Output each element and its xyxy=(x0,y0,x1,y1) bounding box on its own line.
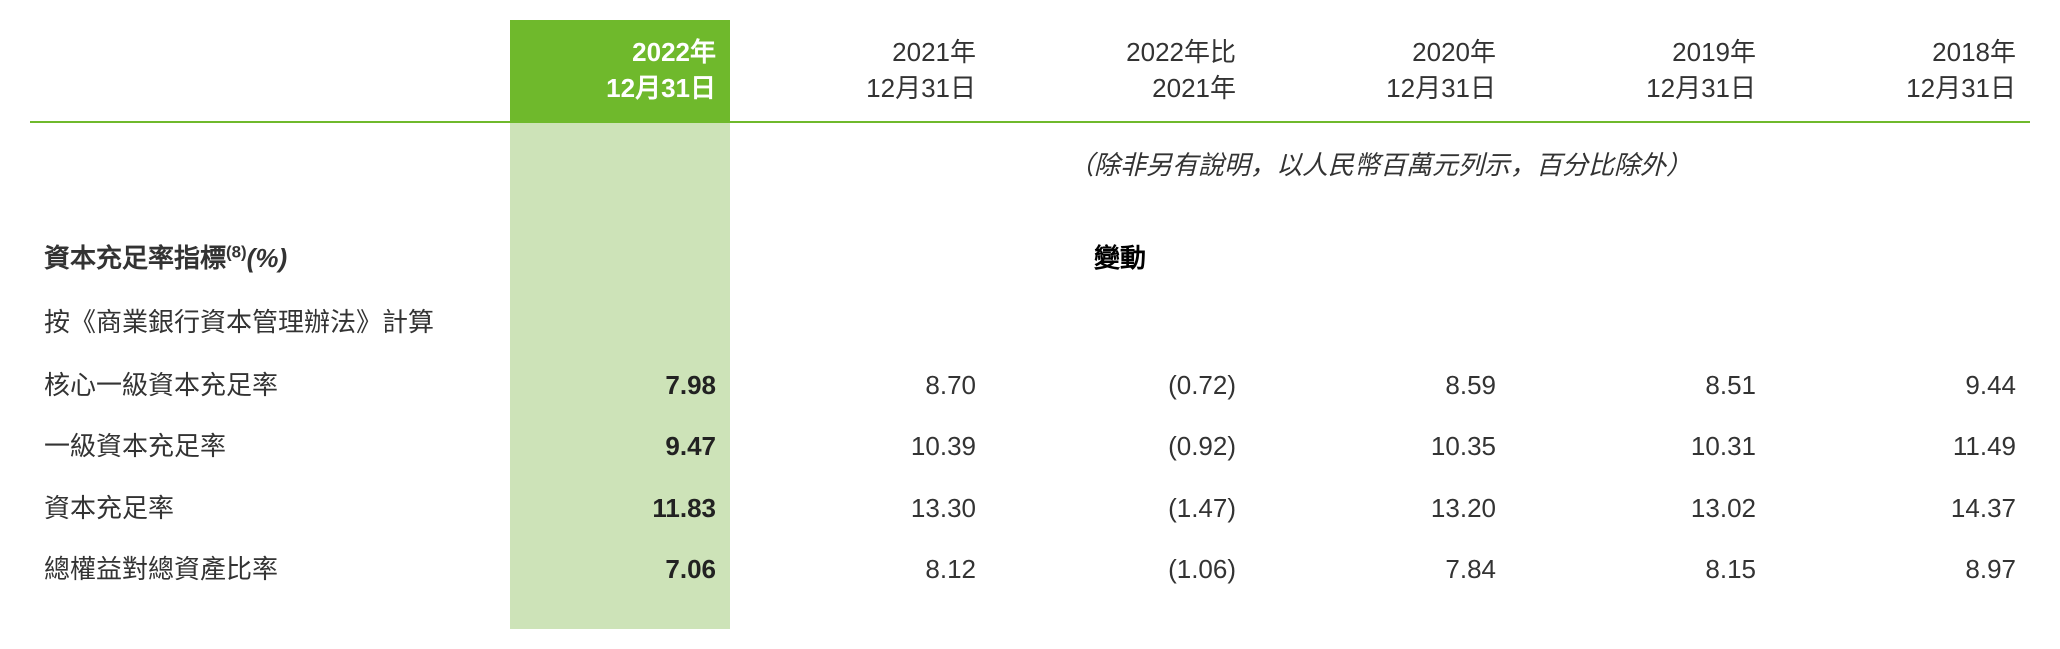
col-header-2021: 2021年 12月31日 xyxy=(730,20,990,121)
cell-2018: 9.44 xyxy=(1770,355,2030,416)
table-row: 資本充足率 11.83 13.30 (1.47) 13.20 13.02 14.… xyxy=(30,478,2030,539)
cell-2018: 8.97 xyxy=(1770,539,2030,600)
section-title-main: 資本充足率指標 xyxy=(44,243,226,273)
cell-2022: 11.83 xyxy=(510,478,730,539)
cell-2019: 13.02 xyxy=(1510,478,1770,539)
section-title-unit: (%) xyxy=(247,243,287,273)
row-label: 一級資本充足率 xyxy=(30,416,510,477)
cell-change: (1.06) xyxy=(990,539,1250,600)
col-header-line2: 12月31日 xyxy=(1386,73,1496,103)
header-row: 2022年 12月31日 2021年 12月31日 2022年比 2021年 2… xyxy=(30,20,2030,121)
unit-note: （除非另有說明，以人民幣百萬元列示，百分比除外） xyxy=(730,122,2030,200)
unit-note-row: （除非另有說明，以人民幣百萬元列示，百分比除外） xyxy=(30,122,2030,200)
table-row: 總權益對總資產比率 7.06 8.12 (1.06) 7.84 8.15 8.9… xyxy=(30,539,2030,600)
cell-2019: 8.51 xyxy=(1510,355,1770,416)
row-label: 資本充足率 xyxy=(30,478,510,539)
col-header-line1: 2022年比 xyxy=(1126,37,1236,67)
cell-2020: 13.20 xyxy=(1250,478,1510,539)
section-title: 資本充足率指標(8)(%) xyxy=(30,228,510,289)
cell-2021: 13.30 xyxy=(730,478,990,539)
spacer-row-bottom xyxy=(30,601,2030,629)
change-column-label: 變動 xyxy=(990,228,1250,289)
cell-2018: 11.49 xyxy=(1770,416,2030,477)
section-title-sup: (8) xyxy=(226,243,247,262)
cell-2021: 8.70 xyxy=(730,355,990,416)
capital-adequacy-table: 2022年 12月31日 2021年 12月31日 2022年比 2021年 2… xyxy=(30,20,2030,629)
col-header-change: 2022年比 2021年 xyxy=(990,20,1250,121)
section-subtitle: 按《商業銀行資本管理辦法》計算 xyxy=(30,290,510,355)
table-row: 一級資本充足率 9.47 10.39 (0.92) 10.35 10.31 11… xyxy=(30,416,2030,477)
cell-change: (0.92) xyxy=(990,416,1250,477)
cell-2020: 8.59 xyxy=(1250,355,1510,416)
cell-2019: 10.31 xyxy=(1510,416,1770,477)
header-blank xyxy=(30,20,510,121)
col-header-line1: 2021年 xyxy=(892,37,976,67)
cell-2021: 10.39 xyxy=(730,416,990,477)
col-header-2019: 2019年 12月31日 xyxy=(1510,20,1770,121)
row-label: 總權益對總資產比率 xyxy=(30,539,510,600)
cell-change: (1.47) xyxy=(990,478,1250,539)
col-header-line2: 2021年 xyxy=(1152,73,1236,103)
cell-2022: 7.98 xyxy=(510,355,730,416)
cell-2020: 7.84 xyxy=(1250,539,1510,600)
section-title-row: 資本充足率指標(8)(%) 變動 xyxy=(30,228,2030,289)
col-header-2020: 2020年 12月31日 xyxy=(1250,20,1510,121)
cell-2021: 8.12 xyxy=(730,539,990,600)
col-header-line2: 12月31日 xyxy=(1646,73,1756,103)
col-header-2018: 2018年 12月31日 xyxy=(1770,20,2030,121)
cell-change: (0.72) xyxy=(990,355,1250,416)
col-header-line2: 12月31日 xyxy=(866,73,976,103)
cell-2022: 7.06 xyxy=(510,539,730,600)
col-header-2022: 2022年 12月31日 xyxy=(510,20,730,121)
cell-2020: 10.35 xyxy=(1250,416,1510,477)
spacer-row xyxy=(30,200,2030,228)
cell-2022: 9.47 xyxy=(510,416,730,477)
col-header-line2: 12月31日 xyxy=(606,73,716,103)
col-header-line1: 2020年 xyxy=(1412,37,1496,67)
table-row: 核心一級資本充足率 7.98 8.70 (0.72) 8.59 8.51 9.4… xyxy=(30,355,2030,416)
col-header-line1: 2019年 xyxy=(1672,37,1756,67)
row-label: 核心一級資本充足率 xyxy=(30,355,510,416)
col-header-line1: 2018年 xyxy=(1932,37,2016,67)
col-header-line2: 12月31日 xyxy=(1906,73,2016,103)
cell-2018: 14.37 xyxy=(1770,478,2030,539)
section-subtitle-row: 按《商業銀行資本管理辦法》計算 xyxy=(30,290,2030,355)
cell-2019: 8.15 xyxy=(1510,539,1770,600)
col-header-line1: 2022年 xyxy=(632,37,716,67)
